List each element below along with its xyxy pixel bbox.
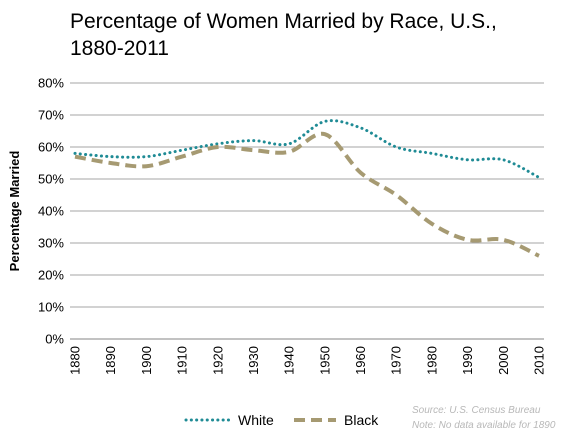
series-line-black [74, 131, 540, 258]
x-tick-label: 1930 [246, 346, 261, 375]
legend-white-label: White [238, 412, 274, 428]
x-tick-label: 1980 [424, 346, 439, 375]
y-tick-label: 60% [38, 140, 64, 155]
y-tick-label: 70% [38, 108, 64, 123]
x-tick-label: 2010 [532, 346, 547, 375]
x-tick-label: 1910 [175, 346, 190, 375]
x-tick-label: 1880 [68, 346, 83, 375]
legend: White Black [184, 412, 379, 428]
y-tick-label: 30% [38, 236, 64, 251]
x-tick-label: 1960 [353, 346, 368, 375]
x-tick-label: 1950 [317, 346, 332, 375]
x-tick-label: 2000 [496, 346, 511, 375]
data-note: Note: No data available for 1890 [412, 420, 556, 431]
x-tick-labels: 1880 1890 1900 1910 1920 1930 1940 1950 1960 1970… [68, 346, 547, 375]
series-lines [73, 119, 541, 258]
y-tick-label: 20% [38, 268, 64, 283]
chart-title: Percentage of Women Married by Race, U.S… [70, 10, 497, 60]
x-tick-label: 1940 [282, 346, 297, 375]
x-tick-label: 1920 [210, 346, 225, 375]
y-tick-label: 10% [38, 300, 64, 315]
gridlines [70, 82, 544, 340]
y-tick-label: 80% [38, 76, 64, 91]
x-tick-label: 1990 [460, 346, 475, 375]
x-tick-label: 1890 [103, 346, 118, 375]
series-line-white [73, 119, 541, 179]
x-tick-label: 1900 [139, 346, 154, 375]
y-tick-labels: 0% 10% 20% 30% 40% 50% 60% 70% 80% [38, 76, 64, 347]
y-axis-label: Percentage Married [7, 151, 22, 272]
y-tick-label: 40% [38, 204, 64, 219]
y-tick-label: 50% [38, 172, 64, 187]
legend-black-label: Black [344, 412, 379, 428]
y-tick-label: 0% [45, 332, 64, 347]
x-tick-label: 1970 [389, 346, 404, 375]
source-note: Source: U.S. Census Bureau [412, 405, 541, 416]
